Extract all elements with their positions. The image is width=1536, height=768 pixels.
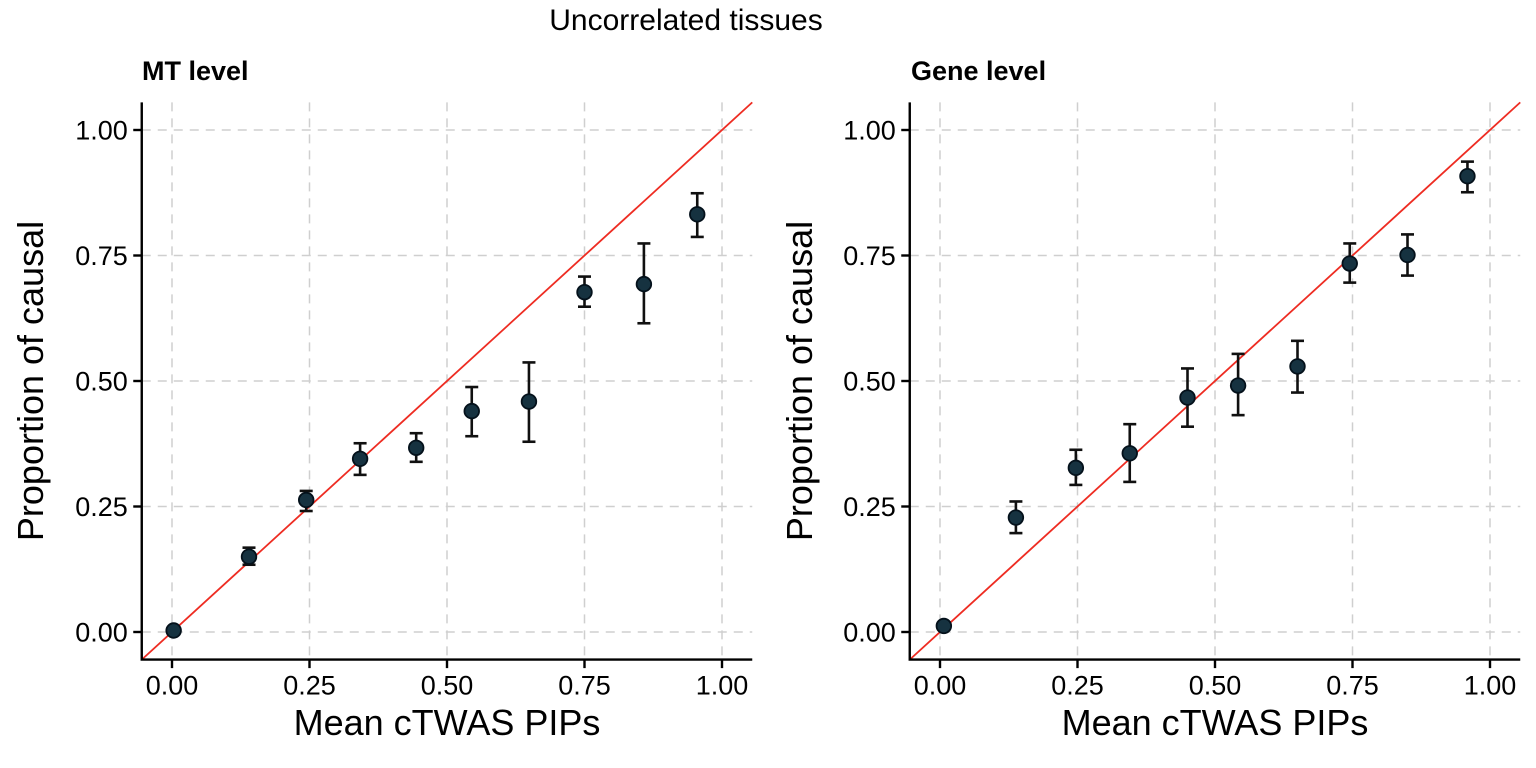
data-point xyxy=(1121,445,1138,462)
y-tick-label: 0.00 xyxy=(75,618,128,648)
y-tick-label: 0.50 xyxy=(75,367,128,397)
data-point xyxy=(1341,255,1358,272)
data-point xyxy=(1289,358,1306,375)
x-tick-label: 0.25 xyxy=(1051,671,1104,701)
data-point xyxy=(1067,459,1085,477)
data-point xyxy=(635,275,653,293)
y-tick-label: 1.00 xyxy=(843,116,896,146)
axis-line xyxy=(140,102,753,661)
y-tick-label: 0.00 xyxy=(843,618,896,648)
x-tick-label: 0.75 xyxy=(1326,671,1379,701)
y-tick-label: 0.25 xyxy=(843,492,896,522)
y-tick-label: 0.75 xyxy=(75,241,128,271)
x-tick-label: 0.25 xyxy=(283,671,336,701)
x-tick-label: 0.50 xyxy=(1189,671,1242,701)
data-point xyxy=(689,206,706,223)
x-tick-label: 0.75 xyxy=(558,671,611,701)
y-tick-label: 0.25 xyxy=(75,492,128,522)
identity-line xyxy=(909,101,1521,661)
x-tick-label: 0.00 xyxy=(914,671,967,701)
data-point xyxy=(165,622,182,639)
data-point xyxy=(576,283,593,301)
y-tick-label: 0.75 xyxy=(843,241,896,271)
data-point xyxy=(1179,389,1196,406)
data-point xyxy=(1459,167,1476,185)
data-point xyxy=(935,617,953,635)
x-tick-label: 1.00 xyxy=(696,671,749,701)
x-axis-label-left: Mean cTWAS PIPs xyxy=(293,702,601,743)
x-tick-label: 0.00 xyxy=(146,671,199,701)
axis-line xyxy=(908,102,1521,661)
figure-title: Uncorrelated tissues xyxy=(549,4,823,37)
y-axis-label-right: Proportion of causal xyxy=(779,220,820,542)
data-point xyxy=(1007,509,1025,526)
data-point xyxy=(240,548,258,565)
data-point xyxy=(351,450,369,468)
data-point xyxy=(463,402,480,420)
x-axis-label-right: Mean cTWAS PIPs xyxy=(1061,702,1369,743)
data-point xyxy=(1399,246,1416,264)
identity-line xyxy=(141,101,753,661)
data-point xyxy=(298,491,315,509)
data-point xyxy=(520,393,538,410)
panel-title-gene-level: Gene level xyxy=(911,56,1047,86)
y-tick-label: 1.00 xyxy=(75,116,128,146)
data-point xyxy=(408,439,425,456)
data-point xyxy=(1229,377,1247,394)
x-tick-label: 0.50 xyxy=(421,671,474,701)
panel-title-mt-level: MT level xyxy=(142,56,249,86)
y-axis-label-left: Proportion of causal xyxy=(10,220,51,542)
y-tick-label: 0.50 xyxy=(843,367,896,397)
x-tick-label: 1.00 xyxy=(1464,671,1517,701)
